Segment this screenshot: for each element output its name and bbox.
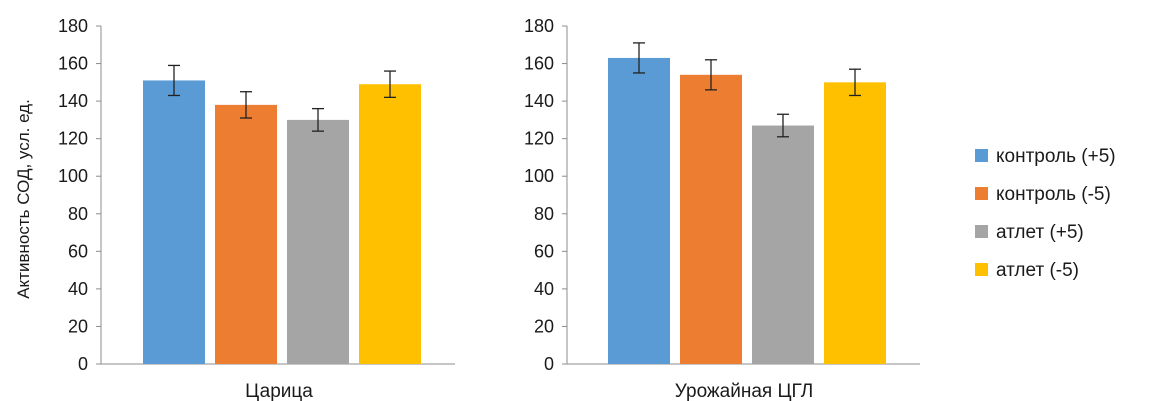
chart-panel-1: 0 20 40 60 80 100 120 140 160 180 Царица [58, 16, 455, 401]
y-tick-label: 160 [524, 54, 554, 74]
legend-item-4: атлет (-5) [975, 260, 1079, 281]
y-tick-label: 100 [524, 166, 554, 186]
legend-item-2: контроль (-5) [975, 184, 1111, 205]
y-tick-label: 40 [68, 279, 88, 299]
legend-label: контроль (+5) [996, 146, 1116, 167]
y-tick-label: 20 [534, 316, 554, 336]
bar-1-3 [287, 119, 349, 364]
bar-2-1 [608, 57, 670, 365]
legend-label: атлет (+5) [996, 222, 1084, 243]
y-tick-label: 120 [524, 129, 554, 149]
bar-2-4 [824, 82, 886, 364]
bar-1-4 [359, 84, 421, 364]
x-category-label: Царица [245, 381, 313, 401]
y-tick-label: 80 [68, 204, 88, 224]
legend-label: контроль (-5) [996, 184, 1111, 205]
legend-item-1: контроль (+5) [975, 146, 1116, 167]
legend-swatch [975, 187, 988, 200]
legend-label: атлет (-5) [996, 260, 1079, 281]
y-tick-label: 140 [524, 91, 554, 111]
legend-swatch [975, 263, 988, 276]
y-tick-label: 120 [58, 129, 88, 149]
y-tick-label: 0 [78, 354, 88, 374]
y-tick-label: 20 [68, 316, 88, 336]
y-tick-label: 60 [68, 241, 88, 261]
legend-item-3: атлет (+5) [975, 222, 1084, 243]
y-axis-label: Активность СОД, усл. ед. [14, 99, 33, 299]
y-tick-label: 160 [58, 54, 88, 74]
x-category-label: Урожайная ЦГЛ [675, 381, 813, 401]
bar-1-2 [215, 104, 277, 364]
y-tick-label: 60 [534, 241, 554, 261]
y-tick-label: 180 [58, 16, 88, 36]
bar-2-2 [680, 74, 742, 365]
bar-1-1 [143, 80, 205, 364]
legend-swatch [975, 225, 988, 238]
legend-swatch [975, 149, 988, 162]
y-tick-label: 180 [524, 16, 554, 36]
y-tick-label: 100 [58, 166, 88, 186]
y-tick-label: 40 [534, 279, 554, 299]
chart-panel-2: 0 20 40 60 80 100 120 140 160 180 Урожайная ЦГЛ [524, 16, 920, 401]
bar-2-3 [752, 125, 814, 365]
y-tick-label: 140 [58, 91, 88, 111]
y-tick-label: 0 [544, 354, 554, 374]
y-tick-label: 80 [534, 204, 554, 224]
